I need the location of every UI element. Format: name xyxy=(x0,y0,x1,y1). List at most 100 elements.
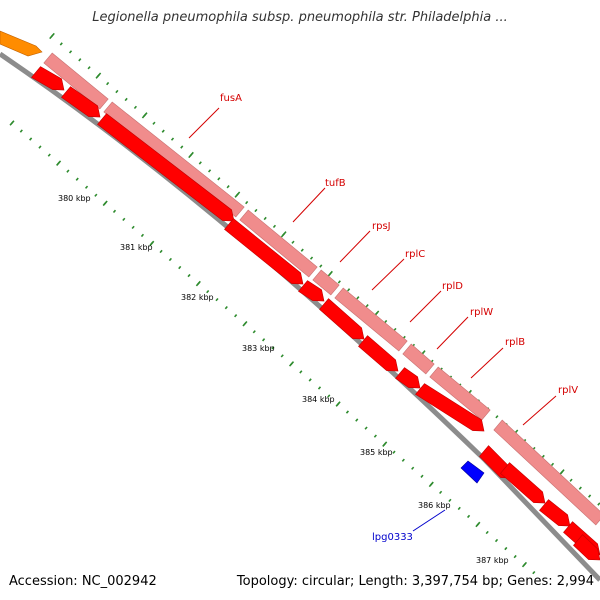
cds-forward-4[interactable] xyxy=(224,218,304,285)
lower-minor-tick xyxy=(466,514,471,519)
upper-minor-tick xyxy=(78,58,82,62)
lower-minor-tick xyxy=(178,265,182,270)
gene-label-lpg0333[interactable]: lpg0333 xyxy=(372,532,413,543)
upper-major-tick xyxy=(188,151,194,159)
lower-minor-tick xyxy=(355,418,359,422)
lpg0333-leader-line xyxy=(412,509,446,532)
upper-minor-tick xyxy=(68,50,73,54)
upper-major-tick xyxy=(49,32,55,40)
gene-label-rpsJ[interactable]: rpsJ xyxy=(372,221,391,232)
cds-forward-9[interactable] xyxy=(415,383,485,432)
upper-minor-tick xyxy=(356,296,360,300)
upper-minor-tick xyxy=(245,200,249,205)
upper-minor-tick xyxy=(254,208,258,213)
upper-minor-tick xyxy=(550,462,555,467)
upper-minor-tick xyxy=(152,121,156,125)
gene-label-rplW[interactable]: rplW xyxy=(470,307,493,318)
lower-minor-tick xyxy=(494,538,499,543)
gene-band-2 xyxy=(103,101,245,218)
lower-minor-tick xyxy=(75,177,79,181)
gene-band-3 xyxy=(239,209,318,278)
lower-minor-tick xyxy=(19,129,23,133)
lower-minor-tick xyxy=(448,498,452,503)
upper-minor-tick xyxy=(161,129,165,133)
upper-minor-tick xyxy=(217,177,221,181)
genome-summary-text: Topology: circular; Length: 3,397,754 bp… xyxy=(236,574,594,589)
lower-minor-tick xyxy=(224,306,228,310)
lower-minor-tick xyxy=(485,530,489,535)
cds-forward-6[interactable] xyxy=(319,298,365,340)
upper-minor-tick xyxy=(347,288,351,292)
kbp-label-381: 381 kbp xyxy=(120,243,153,252)
lower-minor-tick xyxy=(252,330,256,334)
lower-minor-tick xyxy=(112,209,117,213)
upper-major-tick xyxy=(280,231,287,238)
gene-label-fusA[interactable]: fusA xyxy=(220,93,242,104)
upper-minor-tick xyxy=(365,304,369,308)
lower-minor-tick xyxy=(308,378,312,382)
gene-band-6 xyxy=(402,343,435,375)
lower-minor-tick xyxy=(439,490,443,495)
lower-major-tick xyxy=(382,441,388,447)
cds-forward-7[interactable] xyxy=(358,335,399,372)
lower-minor-tick xyxy=(38,145,42,149)
lower-minor-tick xyxy=(94,193,98,197)
cds-forward-5[interactable] xyxy=(298,280,325,302)
lower-minor-tick xyxy=(420,474,424,478)
lower-major-tick xyxy=(102,200,108,207)
lower-minor-tick xyxy=(271,346,275,350)
upper-minor-tick xyxy=(569,478,573,482)
kbp-label-380: 380 kbp xyxy=(58,194,91,203)
lower-major-tick xyxy=(521,561,528,568)
cds-forward-14[interactable] xyxy=(573,534,600,561)
gene-label-rplB[interactable]: rplB xyxy=(505,337,525,348)
gene-label-tufB[interactable]: tufB xyxy=(325,178,346,189)
upper-minor-tick xyxy=(87,66,91,70)
lower-minor-tick xyxy=(317,386,322,390)
lower-minor-tick xyxy=(504,546,508,551)
gene-leader-lines xyxy=(188,107,557,426)
cds-forward-2[interactable] xyxy=(61,86,101,118)
lower-minor-tick xyxy=(373,434,377,438)
kbp-label-384: 384 kbp xyxy=(302,395,335,404)
cds-arrows xyxy=(31,66,600,561)
upper-minor-tick xyxy=(207,169,212,173)
upper-minor-tick xyxy=(300,248,304,252)
gene-label-rplC[interactable]: rplC xyxy=(405,249,425,260)
upper-minor-tick xyxy=(226,185,230,189)
lower-minor-tick xyxy=(140,233,145,238)
upper-minor-tick xyxy=(106,81,110,86)
cds-forward-3[interactable] xyxy=(97,113,235,222)
genome-backbone xyxy=(0,51,600,582)
cds-forward-1[interactable] xyxy=(31,66,65,91)
lower-minor-tick xyxy=(457,506,461,511)
lower-minor-tick xyxy=(299,370,303,374)
upper-minor-tick xyxy=(337,280,341,284)
upper-minor-tick xyxy=(272,224,277,229)
lower-minor-tick xyxy=(122,217,126,222)
lower-minor-tick xyxy=(345,410,350,414)
gene-label-rplD[interactable]: rplD xyxy=(442,281,463,292)
kbp-label-387: 387 kbp xyxy=(476,556,509,565)
upper-minor-tick xyxy=(319,264,323,268)
lower-minor-tick xyxy=(401,458,405,462)
lower-major-tick xyxy=(428,481,434,488)
upper-major-tick xyxy=(327,270,333,278)
lower-minor-tick xyxy=(168,257,172,262)
lpg0333-cds[interactable] xyxy=(460,460,485,484)
gene-band-4 xyxy=(312,269,340,296)
lower-minor-tick xyxy=(411,466,415,470)
cds-forward-8[interactable] xyxy=(395,367,421,389)
lower-minor-tick xyxy=(261,338,266,342)
cds-forward-12[interactable] xyxy=(539,499,571,527)
lower-major-tick xyxy=(335,401,341,407)
gene-label-rplV[interactable]: rplV xyxy=(558,385,578,396)
cds-forward-11[interactable] xyxy=(500,462,546,504)
upper-minor-tick xyxy=(115,89,119,94)
lower-minor-tick xyxy=(47,153,51,157)
lower-minor-tick xyxy=(392,450,396,454)
lower-minor-tick xyxy=(206,289,210,294)
upper-minor-tick xyxy=(309,256,314,260)
lower-minor-tick xyxy=(215,297,219,302)
